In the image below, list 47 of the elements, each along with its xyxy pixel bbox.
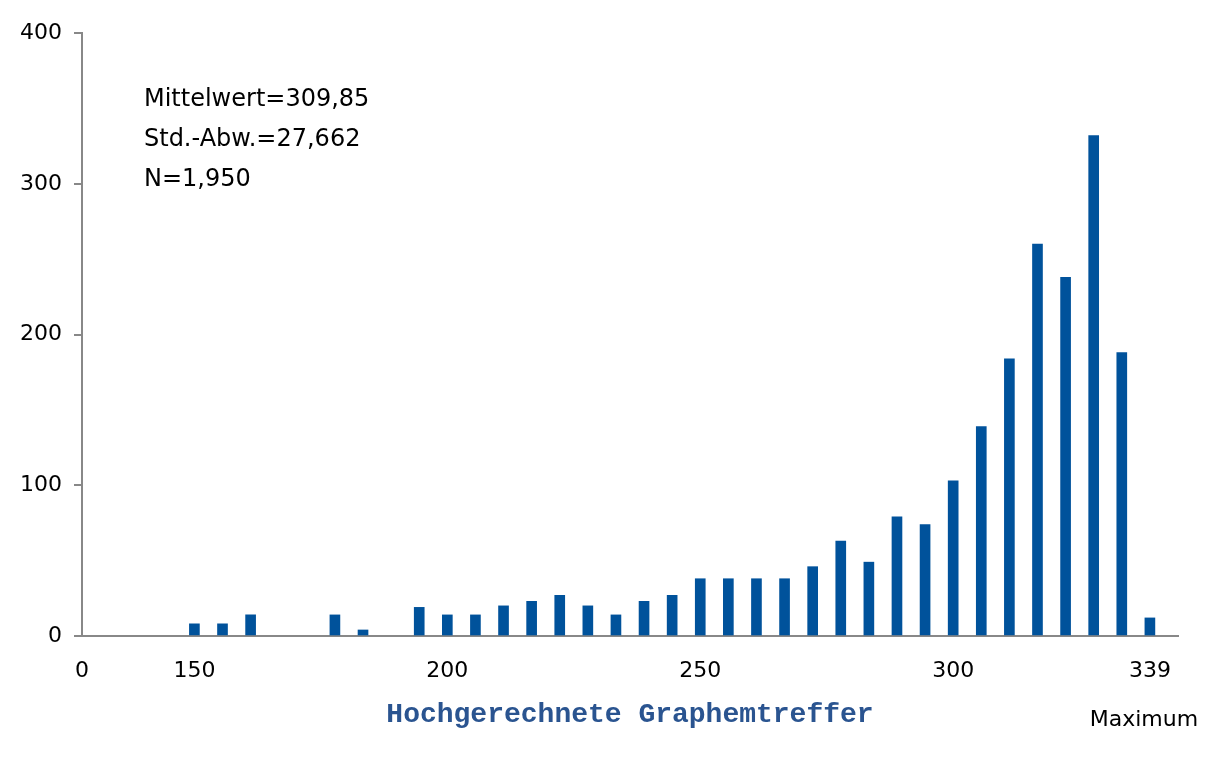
bar bbox=[1060, 277, 1071, 636]
bar bbox=[610, 614, 622, 636]
bar bbox=[217, 623, 228, 636]
bar bbox=[975, 426, 987, 636]
bar bbox=[863, 561, 875, 636]
bar bbox=[1144, 617, 1156, 636]
bar bbox=[807, 566, 818, 636]
bar bbox=[1116, 352, 1128, 636]
bar bbox=[442, 614, 453, 636]
bar bbox=[189, 623, 200, 636]
x-tick-label: 300 bbox=[932, 656, 975, 682]
y-tick-label: 100 bbox=[19, 471, 62, 497]
bar bbox=[638, 601, 650, 636]
x-tick-label: 150 bbox=[173, 656, 216, 682]
bar bbox=[1088, 135, 1100, 636]
bar bbox=[329, 614, 341, 636]
bar bbox=[470, 614, 481, 636]
bar bbox=[694, 578, 706, 636]
x-tick-label: 0 bbox=[74, 656, 89, 682]
bar bbox=[947, 480, 959, 636]
bar bbox=[245, 614, 256, 636]
y-tick-label: 300 bbox=[19, 169, 62, 195]
y-tick-label: 400 bbox=[19, 18, 62, 44]
x-axis-title: Hochgerechnete Graphemtreffer bbox=[386, 699, 874, 731]
bar bbox=[891, 516, 903, 636]
text: Maximum bbox=[1089, 705, 1199, 731]
x-tick-label: 200 bbox=[426, 656, 469, 682]
bar bbox=[526, 601, 537, 636]
annotation: N=1,950 bbox=[143, 164, 251, 193]
bar bbox=[498, 605, 509, 636]
x-tick-label: 250 bbox=[679, 656, 722, 682]
annotation: Mittelwert=309,85 bbox=[143, 84, 370, 113]
bar bbox=[919, 524, 931, 636]
bar bbox=[835, 540, 847, 636]
bar bbox=[1004, 358, 1015, 636]
bar bbox=[582, 605, 594, 636]
y-tick-label: 200 bbox=[19, 320, 62, 346]
bar bbox=[413, 607, 425, 636]
x-tick-label: 339 bbox=[1128, 656, 1171, 682]
annotation: Std.-Abw.=27,662 bbox=[143, 124, 361, 153]
bar bbox=[554, 594, 566, 636]
bar bbox=[1032, 243, 1043, 636]
y-tick-label: 0 bbox=[47, 621, 62, 647]
bar bbox=[723, 578, 734, 636]
bar bbox=[666, 594, 678, 636]
bar bbox=[779, 578, 790, 636]
bar bbox=[751, 578, 762, 636]
